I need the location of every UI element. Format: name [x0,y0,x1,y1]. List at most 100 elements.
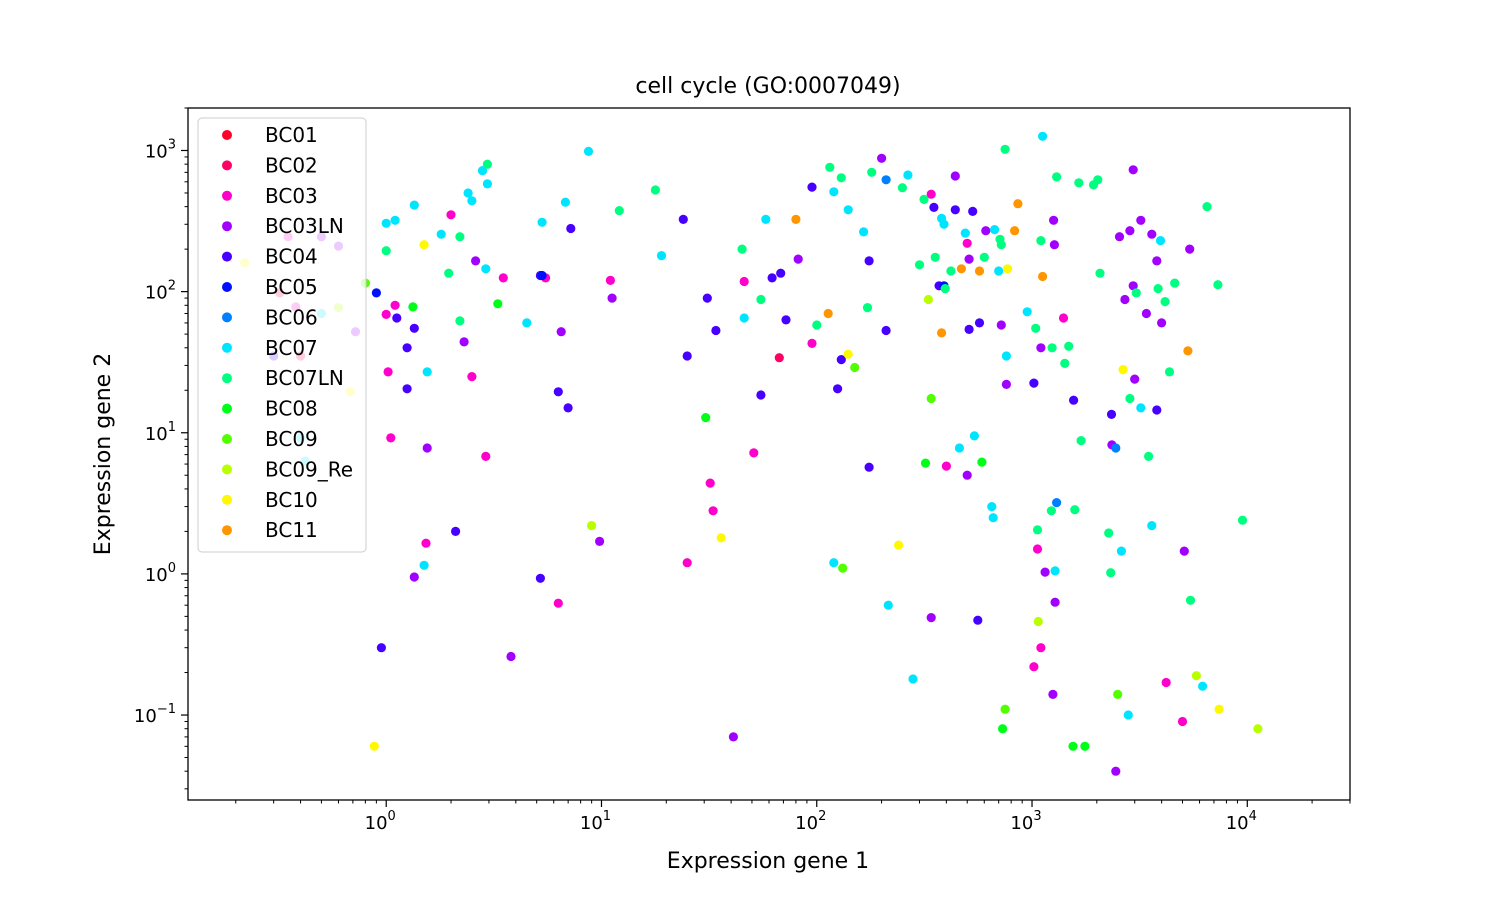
data-point-bc09-re [923,294,934,305]
data-point-bc04 [968,206,978,216]
data-point-bc04 [864,256,874,266]
data-point-bc04 [964,324,974,334]
data-point-bc03 [498,273,508,283]
data-point-bc10 [843,349,853,359]
data-point-bc04 [451,526,461,537]
data-point-bc04 [392,313,402,323]
data-point-bc07ln [455,232,465,242]
data-point-bc08 [920,458,931,468]
legend-label: BC10 [265,488,318,512]
data-point-bc04 [929,202,939,212]
legend-label: BC08 [265,397,318,421]
data-point-bc07 [522,318,532,328]
data-point-bc04 [1106,409,1117,419]
data-point-bc03ln [1141,308,1151,319]
data-point-bc03 [1032,544,1043,554]
data-point-bc03 [749,448,759,458]
legend-marker [222,434,232,444]
legend-marker [222,251,232,262]
data-point-bc07 [1038,131,1048,141]
data-point-bc04 [553,387,563,397]
data-point-bc09-re [1253,724,1263,734]
data-point-bc07 [537,217,547,227]
data-point-bc09-re [587,521,597,531]
data-point-bc07ln [940,284,950,294]
data-point-bc03 [553,598,563,608]
data-point-bc03ln [1114,232,1125,242]
data-point-bc03ln [1001,379,1012,389]
data-point-bc07 [560,197,571,207]
data-point-bc08 [408,302,418,312]
data-point-bc03 [941,461,952,471]
data-point-bc03 [705,478,715,488]
legend-marker [222,494,232,505]
data-point-bc07 [436,229,446,239]
legend-marker [222,221,232,232]
data-point-bc08 [493,299,503,309]
data-point-bc07 [829,558,839,568]
data-point-bc11 [1183,346,1193,356]
data-point-bc07ln [737,244,747,254]
data-point-bc07 [1198,681,1208,691]
data-point-bc03ln [1049,215,1059,225]
data-point-bc04 [756,390,766,400]
data-point-bc03 [383,367,393,377]
data-point-bc03 [926,189,936,199]
data-point-bc03ln [1157,318,1167,328]
data-point-bc07 [1050,566,1060,576]
data-point-bc07 [843,205,853,215]
x-tick-label: 103 [1010,809,1041,834]
data-point-bc03ln [1136,215,1146,225]
data-point-bc07 [477,166,488,176]
data-point-bc07ln [1170,278,1180,288]
data-point-bc07ln [930,252,940,262]
data-point-bc07 [419,560,429,570]
data-point-bc04 [678,214,688,224]
data-point-bc04 [973,615,983,625]
data-point-bc04 [402,343,412,353]
data-point-bc07ln [1000,144,1010,154]
data-point-bc03ln [1120,294,1130,305]
data-point-bc07 [954,443,965,453]
data-point-bc07 [829,187,839,197]
data-point-bc03 [386,433,396,443]
data-point-bc03ln [1050,597,1060,607]
data-point-bc04 [563,403,573,413]
data-point-bc07ln [614,206,624,216]
data-point-bc04 [776,268,786,278]
data-point-bc03 [605,275,616,285]
data-point-bc04 [1069,395,1079,405]
data-point-bc03 [962,238,972,248]
data-point-bc09-re [1033,616,1043,627]
data-point-bc07ln [455,316,465,326]
data-point-bc03ln [950,171,960,181]
data-point-bc10 [369,741,379,751]
data-point-bc04 [950,205,960,215]
x-tick-label: 102 [795,809,826,834]
legend-label: BC07 [265,336,318,360]
data-point-bc11 [937,328,947,338]
data-point-bc03 [1058,313,1069,323]
data-point-bc07ln [1237,515,1248,525]
data-point-bc07 [883,600,893,610]
data-point-bc08 [701,413,711,423]
data-points [240,131,1263,776]
data-point-bc07ln [1064,341,1074,351]
legend-marker [222,190,232,201]
data-point-bc04 [535,573,546,583]
legend-marker [222,373,232,384]
legend-label: BC09_Re [265,457,353,481]
data-point-bc07ln [1074,178,1084,188]
data-point-bc04 [781,315,791,325]
data-point-bc03 [1036,643,1046,653]
legend-marker [222,525,232,536]
data-point-bc03ln [1130,374,1140,384]
legend-label: BC07LN [265,366,344,390]
data-point-bc03ln [1147,229,1157,239]
data-point-bc03 [739,276,749,287]
legend-label: BC01 [265,123,318,147]
data-point-bc04 [833,384,843,394]
data-point-bc07ln [1076,436,1086,446]
data-point-bc03 [381,309,391,319]
data-point-bc07ln [381,246,391,256]
